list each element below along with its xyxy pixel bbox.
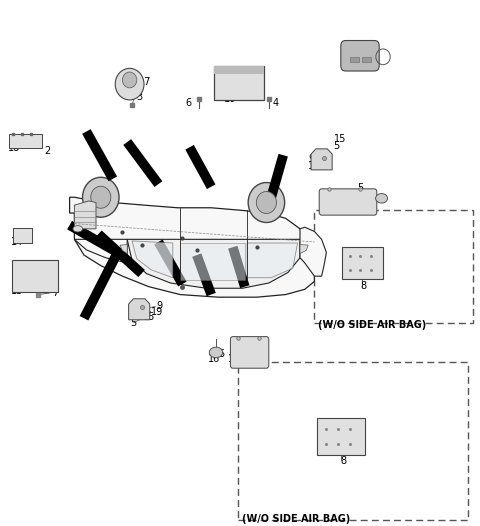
Text: 8: 8 [361,281,367,291]
FancyBboxPatch shape [341,41,379,71]
Bar [12,260,58,292]
Polygon shape [300,227,326,276]
Circle shape [248,183,285,222]
Polygon shape [300,245,308,254]
Text: 2: 2 [45,146,51,156]
Polygon shape [120,245,127,254]
Text: (W/O SIDE AIR BAG): (W/O SIDE AIR BAG) [318,320,426,330]
Circle shape [91,186,111,208]
Text: 5: 5 [130,318,137,328]
Text: 9: 9 [308,154,314,164]
Text: 16: 16 [362,191,375,201]
Text: 9: 9 [156,301,162,311]
Bar [9,134,42,148]
Text: 14: 14 [11,237,24,247]
Text: 8: 8 [340,456,346,466]
Polygon shape [74,201,96,229]
Bar [362,57,371,62]
Text: 12: 12 [358,55,370,65]
Bar [314,210,473,323]
Text: 5: 5 [218,349,225,359]
Text: 6: 6 [185,98,191,108]
Bar [350,57,359,62]
Bar [238,362,468,520]
Circle shape [115,68,144,100]
Text: (W/O SIDE AIR BAG): (W/O SIDE AIR BAG) [242,514,351,524]
Text: 10: 10 [224,94,237,104]
Text: 3: 3 [137,92,143,103]
Bar [317,418,365,455]
Text: 13: 13 [11,286,24,296]
Bar [13,228,32,243]
Text: 19: 19 [151,307,163,317]
Bar [214,66,264,100]
Circle shape [256,191,276,214]
Text: 4: 4 [273,98,279,108]
Text: 15: 15 [334,134,346,144]
Ellipse shape [375,194,387,203]
Circle shape [122,72,137,88]
Text: 5: 5 [334,141,340,151]
Text: 5: 5 [358,183,364,193]
Text: 7: 7 [52,288,58,298]
Ellipse shape [209,347,223,358]
Bar [214,66,264,74]
Text: 11: 11 [331,198,344,208]
Ellipse shape [73,226,83,232]
Text: 1: 1 [260,348,266,358]
Polygon shape [311,149,332,170]
Polygon shape [127,239,300,288]
FancyBboxPatch shape [319,189,377,215]
Polygon shape [132,241,173,278]
Polygon shape [180,243,245,280]
Polygon shape [70,197,314,297]
Polygon shape [129,299,150,320]
Text: 16: 16 [207,354,220,364]
Text: 17: 17 [139,76,152,87]
Text: 11: 11 [228,354,240,364]
Bar [342,247,383,279]
Text: 18: 18 [8,143,20,153]
Text: 1: 1 [323,203,329,213]
Text: 19: 19 [308,161,321,171]
Polygon shape [74,239,127,263]
Circle shape [83,177,119,217]
Polygon shape [247,243,298,278]
FancyBboxPatch shape [230,337,269,368]
Text: 15: 15 [143,312,155,322]
